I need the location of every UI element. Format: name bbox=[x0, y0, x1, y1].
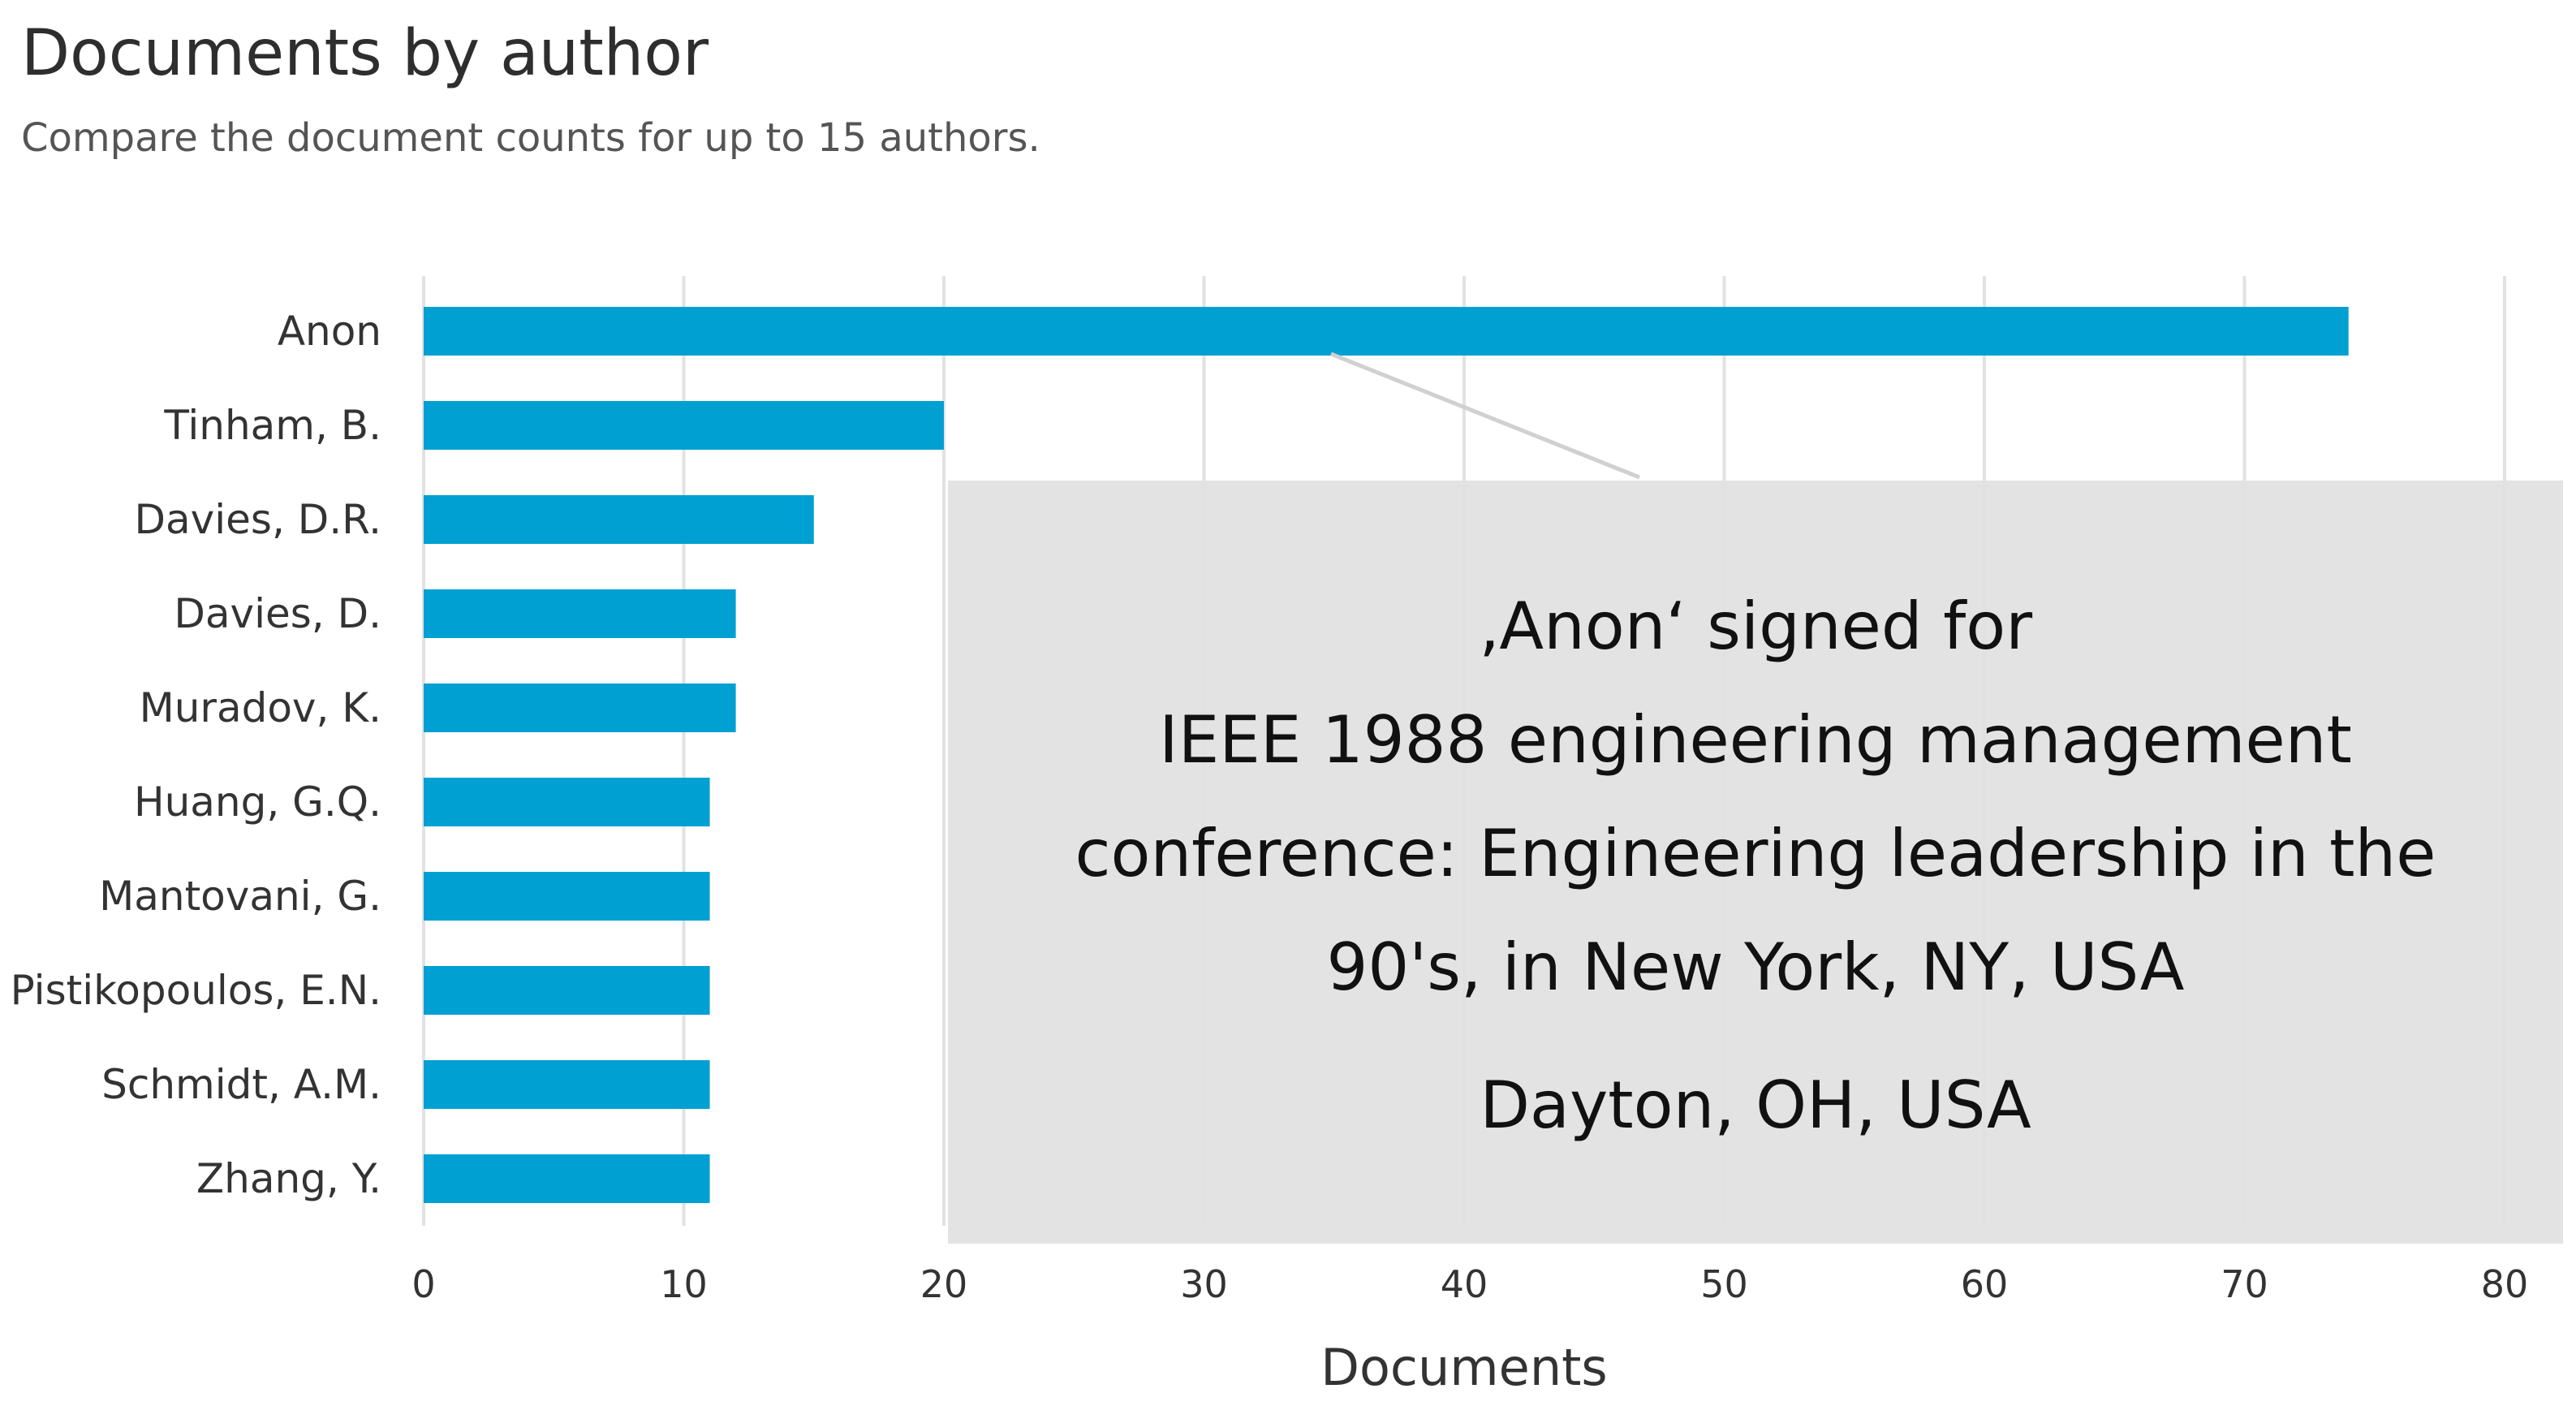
bar-7[interactable] bbox=[424, 966, 710, 1015]
annotation-location: Dayton, OH, USA bbox=[1480, 1067, 2031, 1143]
x-tick-label-40: 40 bbox=[1441, 1262, 1488, 1306]
x-axis-title: Documents bbox=[1320, 1338, 1608, 1397]
y-category-label: Anon bbox=[278, 308, 381, 355]
x-tick-label-30: 30 bbox=[1180, 1262, 1228, 1306]
x-tick-label-10: 10 bbox=[660, 1262, 708, 1306]
y-category-label: Davies, D. bbox=[174, 590, 381, 637]
bar-9[interactable] bbox=[424, 1154, 710, 1203]
bar-3[interactable] bbox=[424, 589, 736, 638]
bar-8[interactable] bbox=[424, 1060, 710, 1109]
bar-5[interactable] bbox=[424, 778, 710, 826]
bar-6[interactable] bbox=[424, 872, 710, 921]
chart-subtitle: Compare the document counts for up to 15… bbox=[21, 115, 1040, 161]
annotation-line-3: conference: Engineering leadership in th… bbox=[1075, 816, 2436, 891]
y-category-label: Muradov, K. bbox=[140, 684, 381, 731]
x-tick-label-50: 50 bbox=[1700, 1262, 1748, 1306]
bars bbox=[424, 307, 2349, 1203]
y-category-label: Huang, G.Q. bbox=[134, 778, 381, 826]
bar-1[interactable] bbox=[424, 401, 944, 450]
x-tick-label-0: 0 bbox=[411, 1262, 435, 1306]
x-axis-ticks: 0 10 20 30 40 50 60 70 80 bbox=[411, 1262, 2528, 1306]
y-category-label: Mantovani, G. bbox=[99, 873, 381, 920]
y-category-label: Davies, D.R. bbox=[135, 496, 381, 543]
y-category-label: Tinham, B. bbox=[163, 402, 381, 449]
annotation-callout-line bbox=[1330, 352, 1640, 480]
x-tick-label-20: 20 bbox=[920, 1262, 968, 1306]
x-tick-label-80: 80 bbox=[2481, 1262, 2529, 1306]
y-category-label: Pistikopoulos, E.N. bbox=[11, 967, 381, 1014]
bar-4[interactable] bbox=[424, 684, 736, 732]
y-axis-labels: Anon Tinham, B. Davies, D.R. Davies, D. Mura… bbox=[11, 308, 381, 1202]
annotation-line-2: IEEE 1988 engineering management bbox=[1159, 702, 2352, 778]
y-category-label: Schmidt, A.M. bbox=[101, 1061, 381, 1108]
y-category-label: Zhang, Y. bbox=[196, 1155, 381, 1202]
bar-2[interactable] bbox=[424, 495, 814, 544]
annotation-line-1: ‚Anon‘ signed for bbox=[1478, 589, 2033, 664]
annotation-box: ‚Anon‘ signed for IEEE 1988 engineering … bbox=[948, 481, 2563, 1244]
chart-title: Documents by author bbox=[21, 17, 709, 90]
bar-0[interactable] bbox=[424, 307, 2349, 356]
x-tick-label-60: 60 bbox=[1961, 1262, 2009, 1306]
annotation-line-4: 90's, in New York, NY, USA bbox=[1326, 929, 2185, 1005]
x-tick-label-70: 70 bbox=[2221, 1262, 2268, 1306]
